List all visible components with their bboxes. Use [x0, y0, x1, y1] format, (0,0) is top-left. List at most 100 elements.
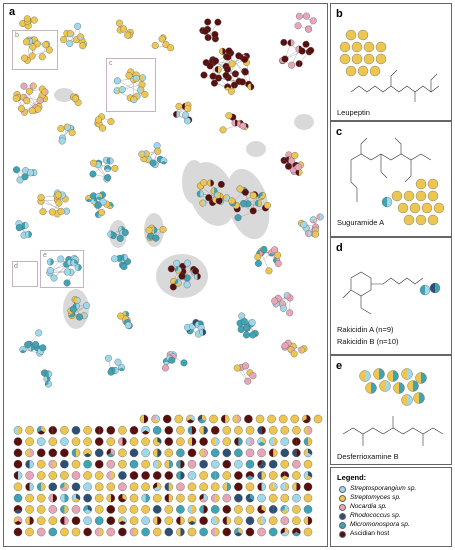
node-slice	[75, 313, 83, 321]
node-slice	[211, 520, 219, 525]
node-slice	[345, 65, 357, 77]
node-slice	[176, 482, 185, 492]
node-border	[271, 246, 279, 254]
network-node	[149, 159, 157, 167]
node-border	[68, 129, 76, 137]
network-node	[407, 380, 419, 392]
node-slice	[295, 12, 303, 20]
node-slice	[305, 230, 309, 237]
node-slice	[125, 72, 133, 80]
node-slice	[199, 459, 208, 469]
network-node	[199, 493, 208, 503]
node-slice	[29, 516, 34, 525]
node-border	[212, 57, 220, 65]
network-node	[158, 35, 166, 43]
network-node	[58, 137, 66, 145]
node-slice	[298, 346, 302, 354]
node-slice	[20, 82, 28, 90]
network-node	[292, 471, 301, 480]
network-node	[13, 166, 20, 174]
network-node	[375, 41, 387, 53]
panel-a: a b c d e	[3, 3, 328, 547]
network-node	[152, 516, 162, 525]
node-slice	[223, 194, 227, 200]
network-node	[210, 527, 220, 537]
node-slice	[210, 179, 214, 187]
network-node	[90, 159, 98, 167]
network-node	[79, 42, 87, 50]
node-slice	[60, 471, 69, 480]
network-node	[94, 426, 104, 435]
node-slice	[87, 471, 92, 480]
node-border	[303, 482, 313, 492]
node-slice	[375, 53, 387, 65]
node-slice	[231, 81, 235, 89]
network-node	[118, 482, 127, 492]
node-border	[30, 16, 38, 24]
node-slice	[284, 505, 289, 512]
node-slice	[99, 516, 104, 525]
node-slice	[24, 108, 28, 114]
network-node	[212, 57, 220, 65]
node-border	[111, 366, 119, 374]
network-node	[292, 505, 301, 514]
network-node	[292, 437, 301, 446]
node-slice	[236, 185, 244, 193]
network-node	[176, 426, 185, 435]
network-node	[36, 459, 46, 469]
node-border	[160, 157, 168, 165]
node-border	[176, 516, 185, 525]
node-slice	[302, 40, 310, 48]
node-slice	[29, 43, 37, 51]
node-border	[214, 65, 222, 73]
network-node	[113, 77, 121, 85]
node-slice	[234, 426, 243, 435]
network-node	[199, 471, 208, 480]
node-border	[164, 493, 174, 503]
node-slice	[176, 516, 181, 525]
network-node	[106, 426, 116, 435]
network-node	[20, 82, 28, 90]
node-slice	[379, 368, 385, 380]
network-node	[309, 216, 317, 224]
network-node	[17, 105, 25, 112]
node-border	[232, 414, 242, 424]
node-border	[152, 448, 162, 458]
network-node	[152, 448, 162, 458]
node-border	[245, 437, 255, 446]
network-node	[174, 279, 182, 287]
node-slice	[152, 234, 160, 242]
node-slice	[119, 19, 123, 27]
node-slice	[245, 516, 255, 525]
network-node	[210, 493, 220, 503]
network-node	[186, 414, 195, 424]
network-node	[307, 46, 315, 54]
node-slice	[186, 419, 194, 424]
node-border	[184, 105, 192, 113]
network-node	[106, 157, 114, 165]
network-node	[303, 505, 313, 514]
network-node	[227, 87, 235, 95]
node-slice	[71, 426, 81, 435]
node-border	[210, 516, 220, 525]
network-node	[83, 505, 92, 514]
node-slice	[25, 231, 29, 238]
node-slice	[164, 527, 174, 537]
node-border	[302, 414, 311, 424]
node-slice	[242, 362, 250, 370]
node-slice	[29, 482, 34, 491]
network-node	[36, 96, 44, 104]
network-node	[214, 74, 222, 82]
network-node	[268, 426, 278, 435]
network-node	[228, 197, 236, 205]
network-node	[312, 230, 319, 238]
node-slice	[218, 74, 222, 80]
network-node	[25, 437, 34, 446]
node-border	[303, 471, 313, 480]
node-border	[268, 482, 278, 492]
node-border	[286, 309, 294, 317]
node-slice	[295, 45, 299, 51]
node-slice	[176, 111, 180, 118]
network-node	[94, 493, 104, 503]
node-border	[141, 482, 150, 492]
